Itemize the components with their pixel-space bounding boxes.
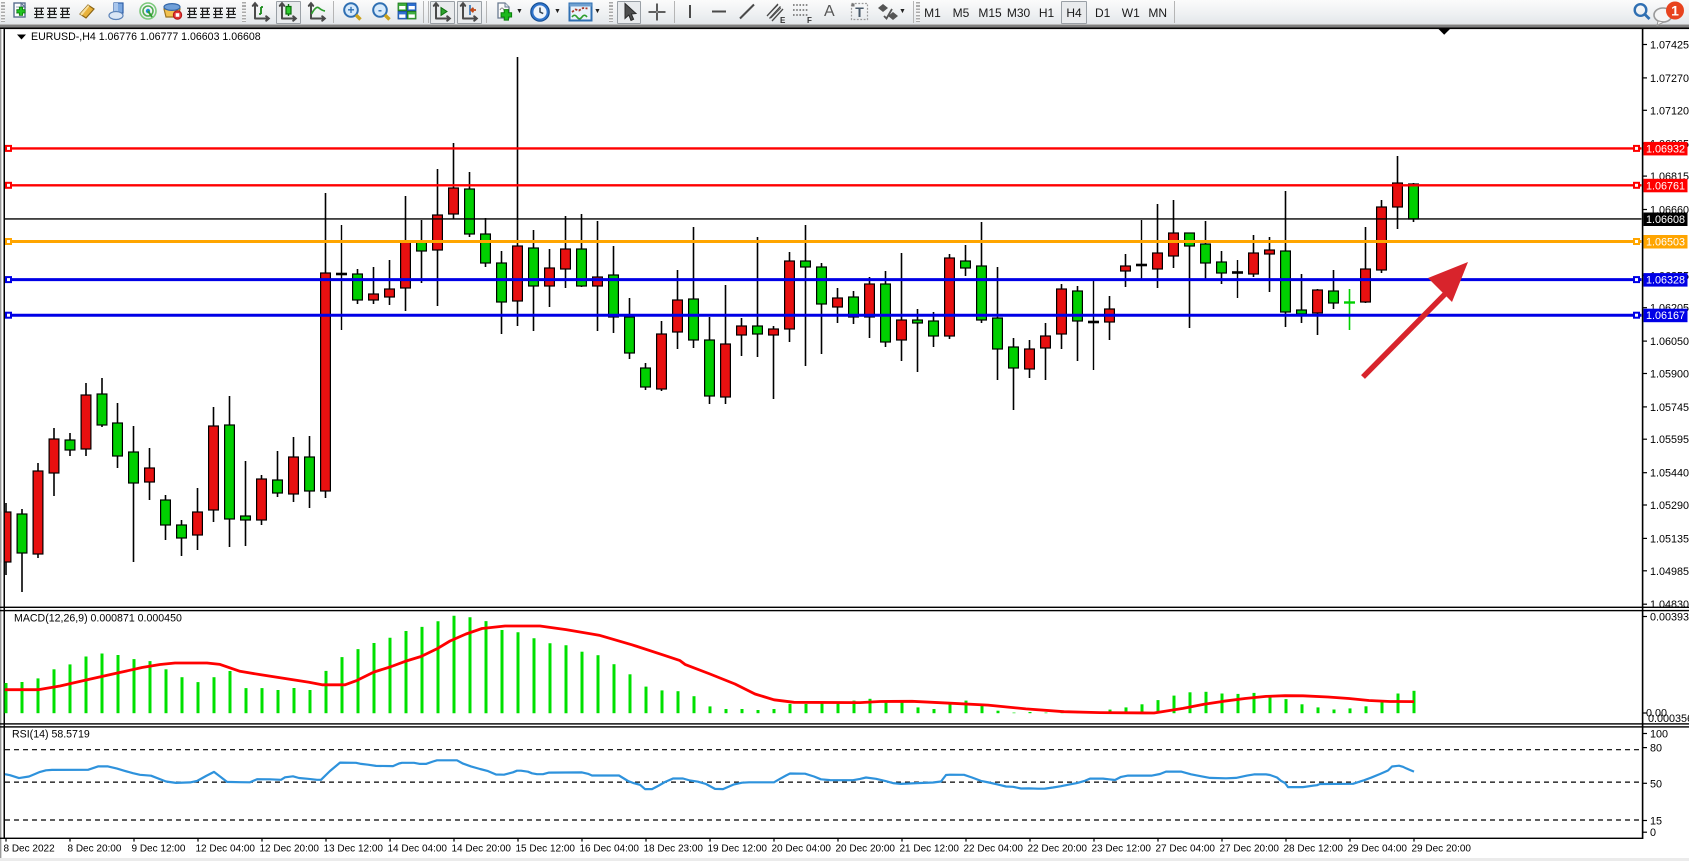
svg-text:22 Dec 20:00: 22 Dec 20:00 [1028, 843, 1088, 854]
svg-text:12 Dec 20:00: 12 Dec 20:00 [260, 843, 320, 854]
svg-text:19 Dec 12:00: 19 Dec 12:00 [708, 843, 768, 854]
svg-text:1.07270: 1.07270 [1650, 73, 1689, 85]
svg-text:100: 100 [1650, 729, 1668, 741]
svg-text:1.04985: 1.04985 [1650, 566, 1689, 578]
svg-text:1.06608: 1.06608 [1646, 214, 1685, 226]
svg-text:1.05135: 1.05135 [1650, 533, 1689, 545]
svg-text:18 Dec 23:00: 18 Dec 23:00 [644, 843, 704, 854]
svg-text:29 Dec 04:00: 29 Dec 04:00 [1348, 843, 1408, 854]
svg-text:20 Dec 20:00: 20 Dec 20:00 [836, 843, 896, 854]
svg-text:1.06050: 1.06050 [1650, 336, 1689, 348]
svg-text:1: 1 [1671, 3, 1679, 19]
svg-text:9 Dec 12:00: 9 Dec 12:00 [132, 843, 186, 854]
svg-text:13 Dec 12:00: 13 Dec 12:00 [324, 843, 384, 854]
svg-text:1.06328: 1.06328 [1646, 275, 1685, 287]
svg-text:12 Dec 04:00: 12 Dec 04:00 [196, 843, 256, 854]
svg-text:50: 50 [1650, 778, 1662, 790]
svg-text:20 Dec 04:00: 20 Dec 04:00 [772, 843, 832, 854]
svg-text:1.06503: 1.06503 [1646, 237, 1685, 249]
svg-text:28 Dec 12:00: 28 Dec 12:00 [1284, 843, 1344, 854]
svg-text:21 Dec 12:00: 21 Dec 12:00 [900, 843, 960, 854]
svg-text:-: - [378, 3, 382, 17]
svg-text:14 Dec 04:00: 14 Dec 04:00 [388, 843, 448, 854]
svg-text:1.07120: 1.07120 [1650, 105, 1689, 117]
svg-text:1.06761: 1.06761 [1646, 180, 1685, 192]
svg-text:80: 80 [1650, 743, 1662, 755]
svg-text:T: T [855, 4, 864, 20]
svg-text:1.05290: 1.05290 [1650, 500, 1689, 512]
svg-text:1.06167: 1.06167 [1646, 310, 1685, 322]
svg-text:27 Dec 04:00: 27 Dec 04:00 [1156, 843, 1216, 854]
svg-text:8 Dec 2022: 8 Dec 2022 [4, 843, 56, 854]
svg-text:29 Dec 20:00: 29 Dec 20:00 [1412, 843, 1472, 854]
svg-text:+: + [347, 3, 354, 17]
svg-text:1.05900: 1.05900 [1650, 369, 1689, 381]
svg-text:0: 0 [1650, 827, 1656, 839]
svg-text:1.06932: 1.06932 [1646, 143, 1685, 155]
svg-text:1.07425: 1.07425 [1650, 40, 1689, 52]
svg-text:22 Dec 04:00: 22 Dec 04:00 [964, 843, 1024, 854]
svg-text:1.04830: 1.04830 [1650, 599, 1689, 611]
svg-text:15 Dec 12:00: 15 Dec 12:00 [516, 843, 576, 854]
svg-text:15: 15 [1650, 816, 1662, 828]
svg-text:RSI(14) 58.5719: RSI(14) 58.5719 [12, 729, 90, 741]
svg-text:14 Dec 20:00: 14 Dec 20:00 [452, 843, 512, 854]
svg-text:1.05745: 1.05745 [1650, 402, 1689, 414]
svg-text:1.05595: 1.05595 [1650, 434, 1689, 446]
svg-text:0.000356: 0.000356 [1648, 713, 1689, 725]
svg-text:E: E [780, 16, 786, 25]
svg-text:8 Dec 20:00: 8 Dec 20:00 [68, 843, 122, 854]
svg-text:27 Dec 20:00: 27 Dec 20:00 [1220, 843, 1280, 854]
svg-text:23 Dec 12:00: 23 Dec 12:00 [1092, 843, 1152, 854]
svg-text:F: F [807, 16, 812, 25]
svg-text:EURUSD-,H4 1.06776 1.06777 1.: EURUSD-,H4 1.06776 1.06777 1.06603 1.066… [31, 31, 261, 43]
svg-text:0.00: 0.00 [1646, 708, 1667, 720]
svg-text:1.05440: 1.05440 [1650, 468, 1689, 480]
svg-text:16 Dec 04:00: 16 Dec 04:00 [580, 843, 640, 854]
svg-text:0.00393: 0.00393 [1650, 612, 1689, 624]
svg-text:MACD(12,26,9) 0.000871 0.00045: MACD(12,26,9) 0.000871 0.000450 [14, 613, 182, 625]
